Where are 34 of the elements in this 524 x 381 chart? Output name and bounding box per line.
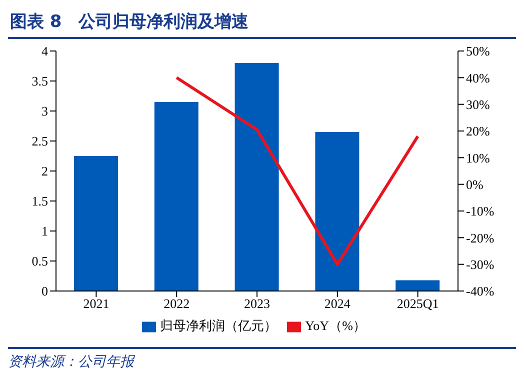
y-tick-label: 1.5 [32, 194, 48, 209]
chart-title: 图表 8 公司归母净利润及增速 [8, 8, 516, 39]
y-tick-label: 0 [42, 284, 48, 299]
x-tick-label: 2022 [164, 296, 190, 312]
line-series [175, 76, 420, 266]
y-tick-label: 0.5 [32, 254, 48, 269]
y2-tick-label: 30% [466, 96, 490, 112]
bar [396, 280, 440, 291]
y2-tick-label: 0% [466, 176, 484, 192]
y-tick-label: 2.5 [32, 134, 48, 149]
y-tick-label: 3.5 [32, 74, 48, 89]
x-tick-label: 2023 [244, 296, 270, 312]
legend-label: 归母净利润（亿元） [160, 318, 278, 333]
x-tick-label: 2025Q1 [396, 296, 439, 312]
y2-tick-label: -40% [466, 284, 494, 299]
x-tick-label: 2021 [83, 296, 110, 312]
text: 资料来源：公司年报 [8, 354, 136, 371]
y2-tick-label: -30% [466, 256, 494, 272]
x-tick-label: 2024 [324, 296, 351, 312]
y2-tick-label: 10% [466, 150, 490, 166]
bar [315, 132, 360, 291]
y2-tick-label: 50% [466, 44, 490, 59]
y-tick-label: 4 [42, 44, 48, 59]
y2-tick-label: 20% [466, 124, 490, 139]
y2-tick-label: 40% [466, 70, 490, 86]
y-tick-label: 2 [42, 164, 48, 179]
y2-tick-label: -20% [466, 230, 494, 246]
y-tick-label: 1 [42, 224, 48, 239]
y2-tick-label: -10% [466, 204, 494, 219]
bar [74, 156, 118, 291]
legend-label: YoY（%） [305, 318, 366, 333]
bar [234, 63, 279, 291]
y-tick-label: 3 [42, 104, 48, 119]
bar [154, 102, 198, 291]
